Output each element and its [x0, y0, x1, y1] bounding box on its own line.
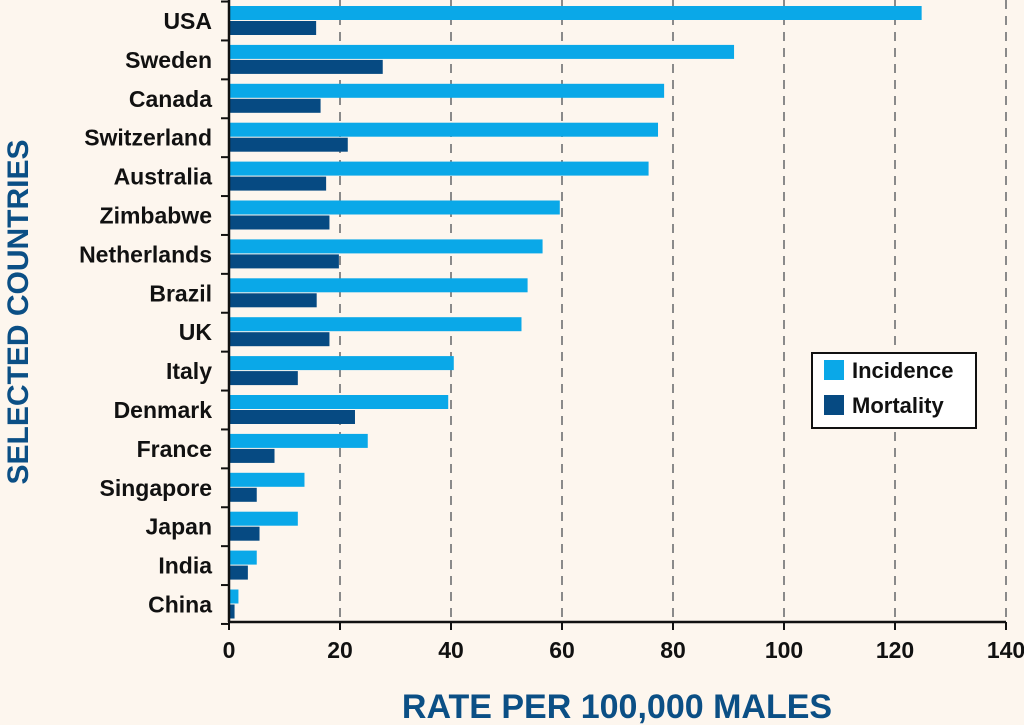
bar-mortality: [229, 332, 330, 347]
bar-mortality: [229, 254, 339, 269]
bar-incidence: [229, 122, 659, 137]
bar-incidence: [229, 550, 257, 565]
axes: [221, 0, 1007, 630]
legend-swatch-mortality: [824, 395, 844, 415]
legend: Incidence Mortality: [811, 352, 977, 429]
category-label: India: [158, 553, 212, 579]
bar-incidence: [229, 44, 735, 59]
bar-mortality: [229, 487, 257, 502]
bar-mortality: [229, 21, 317, 35]
category-label: Italy: [166, 358, 212, 384]
category-label: Brazil: [149, 280, 212, 306]
category-label: Zimbabwe: [100, 203, 212, 229]
x-tick-label: 20: [327, 637, 353, 663]
bar-mortality: [229, 137, 348, 152]
bar-incidence: [229, 395, 449, 409]
category-label: China: [148, 592, 212, 618]
bar-incidence: [229, 356, 454, 371]
bar-incidence: [229, 433, 368, 448]
category-label: USA: [163, 8, 212, 34]
category-label: Canada: [129, 86, 212, 112]
bar-incidence: [229, 511, 298, 526]
bar-incidence: [229, 200, 560, 215]
x-tick-label: 80: [660, 637, 686, 663]
category-label: Australia: [114, 164, 213, 190]
x-tick-label: 140: [987, 637, 1024, 663]
bar-incidence: [229, 317, 522, 332]
x-tick-label: 40: [438, 637, 464, 663]
x-tick-labels: 0 20 40 60 80 100 120 140: [223, 637, 1024, 663]
bar-incidence: [229, 472, 305, 487]
bar-mortality: [229, 293, 317, 308]
legend-label-mortality: Mortality: [852, 393, 944, 418]
category-label: Denmark: [114, 397, 213, 423]
bar-mortality: [229, 59, 383, 74]
bar-incidence: [229, 278, 528, 293]
bar-mortality: [229, 98, 321, 113]
bar-mortality: [229, 215, 330, 230]
gridlines: [339, 0, 1007, 622]
bar-mortality: [229, 448, 275, 463]
bar-incidence: [229, 83, 665, 98]
bar-incidence: [229, 239, 543, 254]
category-labels: USA Sweden Canada Switzerland Australia Zimba…: [79, 8, 212, 618]
bar-mortality: [229, 565, 248, 580]
bar-mortality: [229, 526, 260, 541]
category-label: Switzerland: [84, 125, 212, 151]
x-tick-label: 100: [765, 637, 803, 663]
category-label: Singapore: [100, 475, 212, 501]
bars: [229, 6, 922, 619]
category-label: UK: [179, 319, 213, 345]
bar-mortality: [229, 604, 235, 619]
x-tick-label: 120: [876, 637, 914, 663]
bar-mortality: [229, 371, 298, 386]
bar-mortality: [229, 410, 355, 424]
category-label: France: [137, 436, 212, 462]
x-axis-label: RATE PER 100,000 MALES: [402, 688, 832, 725]
legend-swatch-incidence: [824, 360, 844, 380]
x-tick-label: 0: [223, 637, 236, 663]
bar-mortality: [229, 176, 327, 191]
category-label: Sweden: [125, 47, 212, 73]
x-tick-label: 60: [549, 637, 575, 663]
bar-incidence: [229, 589, 239, 604]
bar-incidence: [229, 6, 922, 20]
legend-label-incidence: Incidence: [852, 358, 953, 383]
y-axis-label: SELECTED COUNTRIES: [2, 139, 35, 484]
bar-incidence: [229, 161, 649, 176]
category-label: Netherlands: [79, 241, 212, 267]
category-label: Japan: [146, 514, 212, 540]
